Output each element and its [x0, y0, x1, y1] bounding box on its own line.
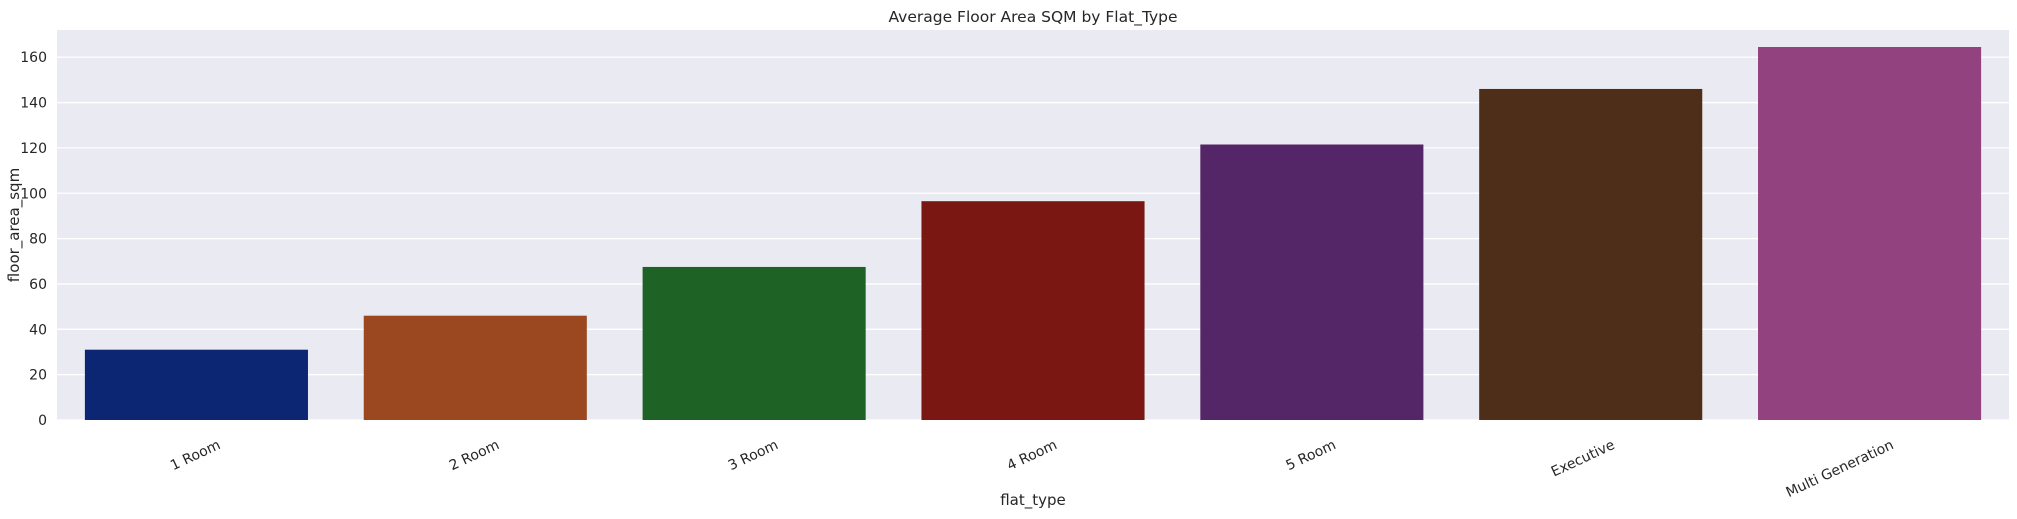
- y-tick-label: 120: [20, 141, 47, 157]
- y-tick-label: 100: [20, 186, 47, 202]
- bar-2-room: [363, 315, 587, 420]
- y-tick-label: 80: [29, 232, 47, 248]
- x-tick-label: 2 Room: [447, 437, 502, 474]
- x-tick-label: Multi Generation: [1784, 437, 1897, 501]
- bar-multi-generation: [1758, 47, 1982, 421]
- y-tick-label: 160: [20, 50, 47, 66]
- y-axis-ticks: 0 20 40 60 80 100 120 140 160: [20, 50, 47, 429]
- y-axis-label: floor_area_sqm: [5, 168, 24, 282]
- y-tick-label: 20: [29, 368, 47, 384]
- bar-1-room: [84, 349, 308, 420]
- x-axis-label: flat_type: [1000, 491, 1066, 510]
- y-tick-label: 140: [20, 96, 47, 112]
- bar-3-room: [642, 266, 866, 420]
- chart-title: Average Floor Area SQM by Flat_Type: [888, 8, 1177, 27]
- bar-5-room: [1200, 144, 1424, 421]
- y-tick-label: 60: [29, 277, 47, 293]
- x-tick-label: 5 Room: [1284, 437, 1339, 474]
- y-tick-label: 40: [29, 322, 47, 338]
- x-tick-label: 1 Room: [168, 437, 223, 474]
- bar-executive: [1479, 88, 1703, 420]
- x-tick-label: Executive: [1549, 437, 1618, 480]
- y-tick-label: 0: [38, 413, 47, 429]
- bars: [84, 47, 1982, 421]
- x-tick-label: 4 Room: [1005, 437, 1060, 474]
- x-tick-label: 3 Room: [726, 437, 781, 474]
- bar-4-room: [921, 201, 1145, 420]
